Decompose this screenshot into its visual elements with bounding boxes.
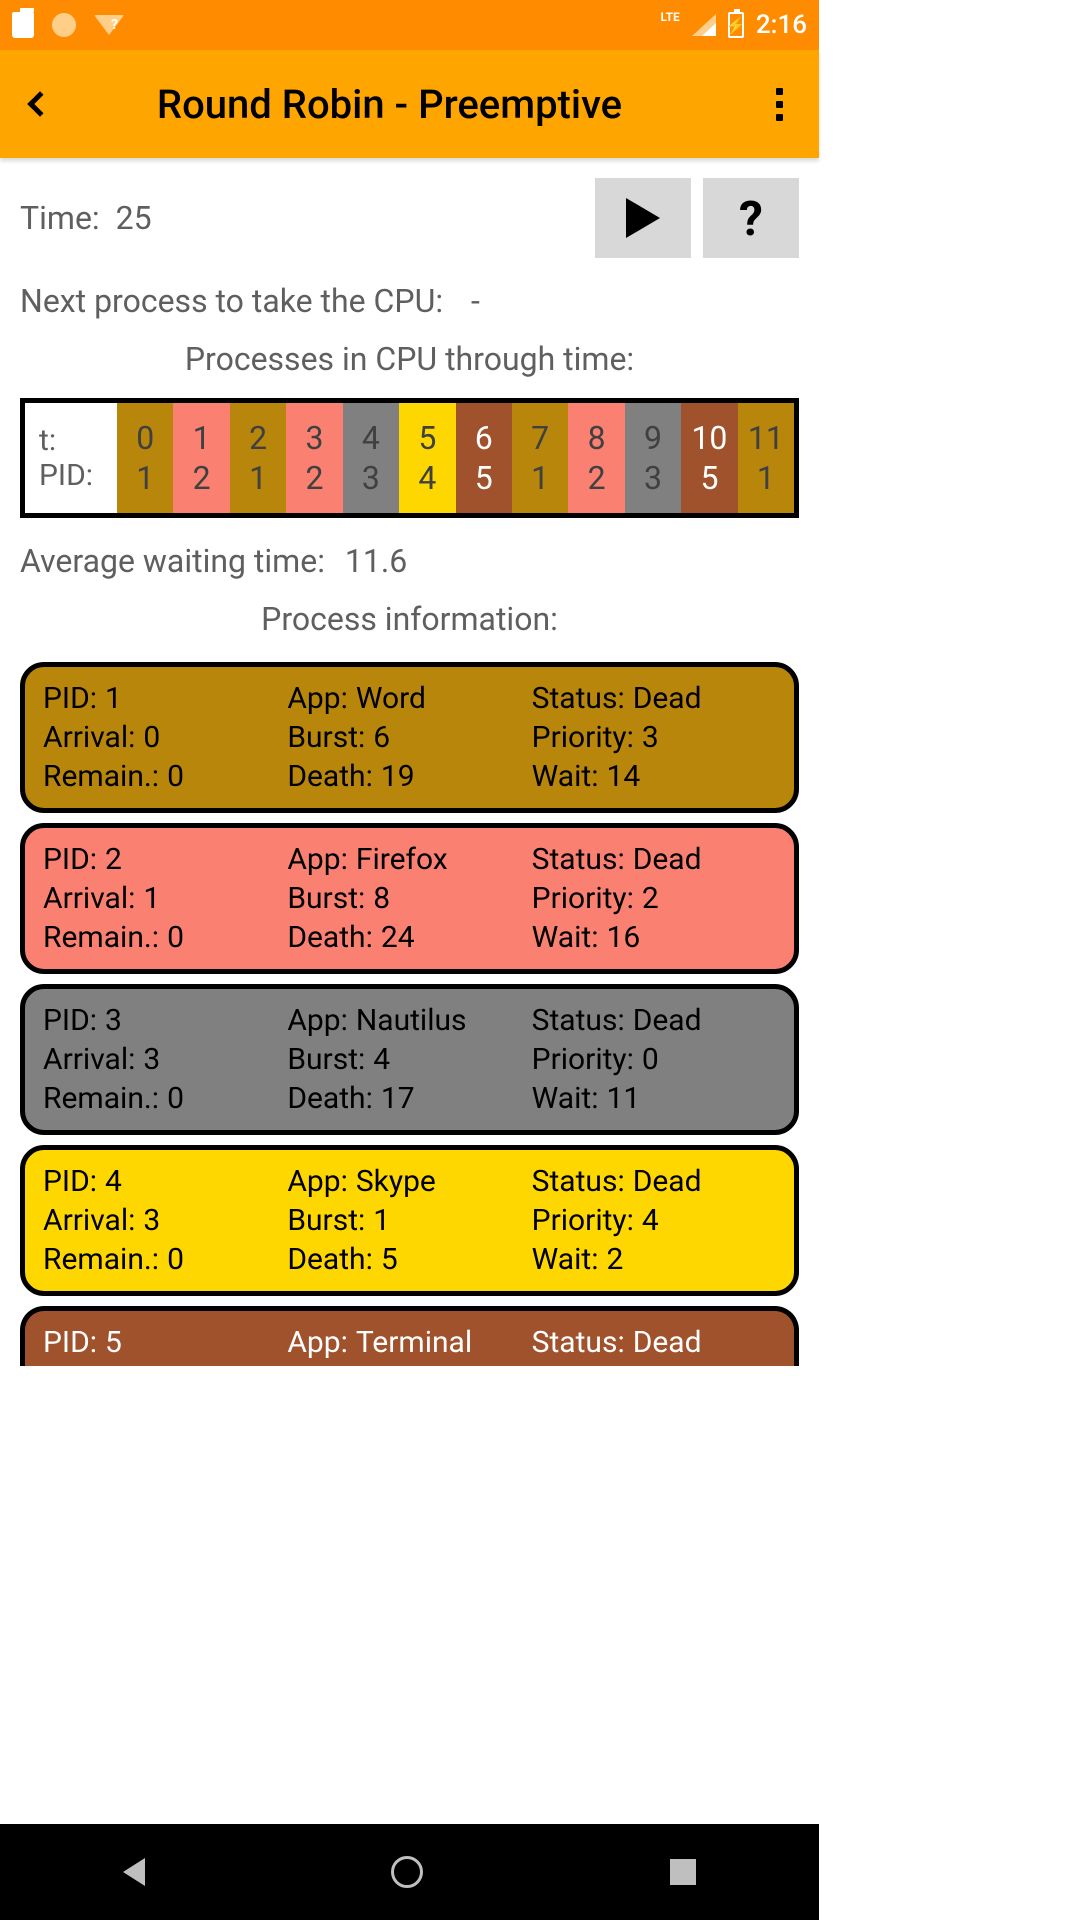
clock: 2:16 [756,10,807,40]
time-label: Time: [20,199,100,237]
next-process-label: Next process to take the CPU: [20,282,443,320]
help-button[interactable]: ? [703,178,799,258]
brightness-icon [52,13,76,37]
app-bar: Round Robin - Preemptive [0,50,819,158]
timeline-cell: 43 [343,403,399,513]
timeline-cell: 71 [512,403,568,513]
timeline-cell: 21 [230,403,286,513]
timeline-head-pid: PID: [39,458,117,493]
process-card: PID:5 App:Terminal Status:Dead [20,1306,799,1366]
timeline-cell: 54 [399,403,455,513]
play-icon [626,198,660,238]
page-title: Round Robin - Preemptive [20,81,759,128]
sd-card-icon [12,12,34,38]
avg-wait-value: 11.6 [345,542,407,580]
timeline-cell: 93 [625,403,681,513]
nav-home-icon[interactable] [391,1856,423,1888]
process-card: PID:3 App:Nautilus Status:Dead Arrival:3… [20,984,799,1135]
overflow-menu-button[interactable] [759,84,799,124]
android-nav-bar [0,1824,819,1920]
timeline-title: Processes in CPU through time: [20,340,799,378]
timeline-cell: 65 [456,403,512,513]
nav-recent-icon[interactable] [670,1859,696,1885]
time-value: 25 [116,199,152,237]
timeline-cell: 82 [568,403,624,513]
cpu-timeline: t: PID: 01122132435465718293105111 [20,398,799,518]
timeline-head-t: t: [39,423,117,458]
nav-back-icon[interactable] [123,1858,145,1886]
battery-icon: ⚡ [728,12,744,38]
lte-label: LTE [660,10,679,24]
timeline-cell: 01 [117,403,173,513]
timeline-cell: 32 [286,403,342,513]
question-icon: ? [739,190,763,247]
process-info-title: Process information: [20,600,799,638]
status-bar: ? LTE ⚡ 2:16 [0,0,819,50]
avg-wait-label: Average waiting time: [20,542,325,580]
next-process-value: - [471,282,480,320]
play-button[interactable] [595,178,691,258]
timeline-cell: 105 [681,403,737,513]
timeline-cell: 12 [173,403,229,513]
timeline-cell: 111 [738,403,794,513]
signal-icon [692,14,716,36]
process-card: PID:4 App:Skype Status:Dead Arrival:3 Bu… [20,1145,799,1296]
process-card: PID:2 App:Firefox Status:Dead Arrival:1 … [20,823,799,974]
wifi-icon: ? [94,15,124,35]
process-card: PID:1 App:Word Status:Dead Arrival:0 Bur… [20,662,799,813]
